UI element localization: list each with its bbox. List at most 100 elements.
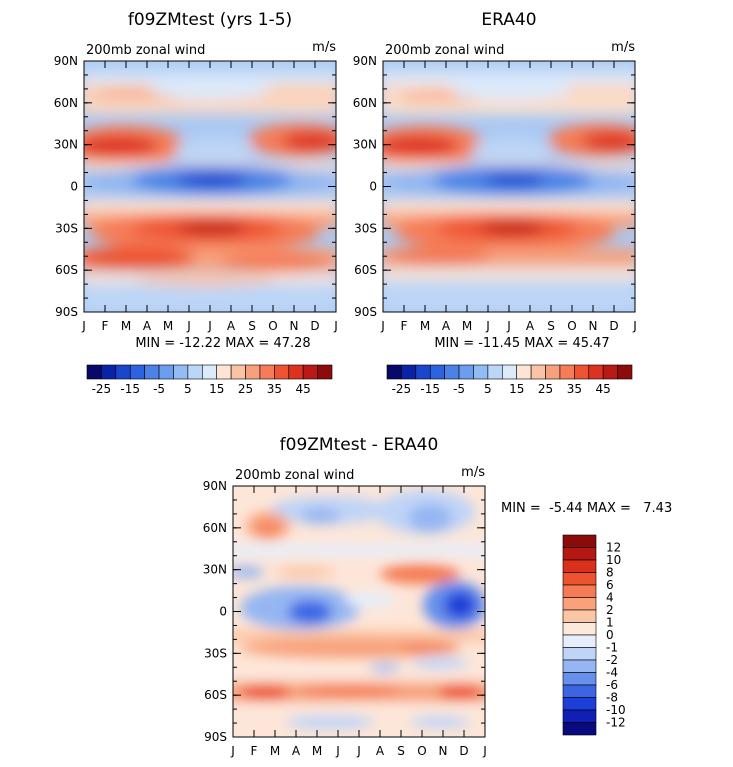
panel-units: m/s: [461, 465, 485, 480]
panel-title: ERA40: [481, 10, 536, 30]
x-tick-label: O: [268, 319, 277, 333]
colorbar-swatch: [562, 547, 597, 561]
x-tick-label: N: [290, 319, 299, 333]
panel-title: f09ZMtest - ERA40: [280, 435, 439, 455]
x-tick-label: O: [417, 744, 426, 758]
colorbar-swatch: [245, 364, 261, 380]
colorbar-swatch: [562, 709, 597, 723]
colorbar-swatch: [487, 364, 503, 380]
colorbar-swatch: [617, 364, 633, 380]
panel-title: f09ZMtest (yrs 1-5): [128, 10, 292, 30]
colorbar-label: 45: [296, 382, 311, 396]
colorbar-swatch: [562, 559, 597, 573]
colorbar-label: 5: [484, 382, 492, 396]
colorbar-swatch: [274, 364, 290, 380]
colorbar-swatch: [144, 364, 160, 380]
x-tick-label: A: [227, 319, 236, 333]
heatmap-field: [233, 486, 485, 737]
colorbar-swatch: [562, 684, 597, 698]
colorbar-label: -25: [92, 382, 112, 396]
colorbar-swatch: [562, 634, 597, 648]
x-tick-label: J: [356, 744, 361, 758]
y-tick-label: 30N: [353, 138, 377, 152]
x-tick-label: F: [401, 319, 408, 333]
x-tick-label: A: [143, 319, 152, 333]
panel-units: m/s: [312, 40, 336, 55]
x-tick-label: D: [459, 744, 468, 758]
colorbar-label: 35: [267, 382, 282, 396]
y-tick-label: 90N: [54, 54, 78, 68]
colorbar-swatch: [602, 364, 618, 380]
stats-label: MIN = -11.45 MAX = 45.47: [434, 336, 609, 351]
colorbar-label: -10: [606, 703, 626, 717]
y-tick-label: 0: [70, 180, 78, 194]
colorbar-label: 10: [606, 553, 621, 567]
colorbar-swatch: [458, 364, 474, 380]
colorbar-swatch: [562, 534, 597, 548]
colorbar-label: -5: [153, 382, 165, 396]
colorbar-label: 0: [606, 628, 614, 642]
colorbar-swatch: [473, 364, 489, 380]
colorbar-label: 35: [567, 382, 582, 396]
colorbar-swatch: [216, 364, 232, 380]
x-tick-label: J: [81, 319, 86, 333]
colorbar-label: 12: [606, 541, 621, 555]
panel-subtitle: 200mb zonal wind: [235, 468, 354, 483]
y-tick-label: 90S: [354, 305, 377, 319]
x-tick-label: J: [207, 319, 212, 333]
x-tick-label: J: [335, 744, 340, 758]
colorbar-swatch: [86, 364, 102, 380]
panel-units: m/s: [611, 40, 635, 55]
y-tick-label: 60S: [204, 688, 227, 702]
y-tick-label: 60S: [55, 263, 78, 277]
colorbar-swatch: [501, 364, 518, 380]
colorbar-label: 1: [606, 616, 614, 630]
y-tick-label: 90N: [203, 479, 227, 493]
x-tick-label: M: [163, 319, 173, 333]
x-tick-label: N: [589, 319, 598, 333]
x-tick-label: M: [462, 319, 472, 333]
x-tick-label: M: [312, 744, 322, 758]
x-tick-label: D: [609, 319, 618, 333]
colorbar-swatch: [230, 364, 246, 380]
heatmap-field: [383, 61, 635, 312]
colorbar-swatch: [588, 364, 604, 380]
x-tick-label: J: [333, 319, 338, 333]
y-tick-label: 60N: [353, 96, 377, 110]
colorbar-label: -6: [606, 678, 618, 692]
colorbar-label: -8: [606, 691, 618, 705]
colorbar-label: -12: [606, 716, 626, 730]
colorbar-label: -25: [392, 382, 412, 396]
x-tick-label: A: [526, 319, 535, 333]
colorbar-swatch: [173, 364, 189, 380]
colorbar-swatch: [429, 364, 445, 380]
colorbar-label: 5: [184, 382, 192, 396]
colorbar-label: 25: [238, 382, 253, 396]
y-tick-label: 90N: [353, 54, 377, 68]
colorbar-label: -2: [606, 653, 618, 667]
colorbar-swatch: [562, 622, 597, 636]
x-tick-label: N: [439, 744, 448, 758]
y-tick-label: 30S: [354, 221, 377, 235]
colorbar-label: -15: [420, 382, 440, 396]
colorbar-label: 4: [606, 591, 614, 605]
colorbar-swatch: [562, 722, 597, 736]
colorbar-label: -5: [453, 382, 465, 396]
colorbar-label: 45: [596, 382, 611, 396]
colorbar-swatch: [317, 364, 333, 380]
colorbar-swatch: [158, 364, 174, 380]
colorbar-label: -4: [606, 666, 618, 680]
colorbar-swatch: [129, 364, 145, 380]
stats-label: MIN = -5.44 MAX = 7.43: [501, 501, 672, 516]
colorbar-swatch: [562, 609, 597, 623]
colorbar-swatch: [401, 364, 417, 380]
colorbar-label: 15: [209, 382, 224, 396]
colorbar-swatch: [259, 364, 275, 380]
colorbar-swatch: [386, 364, 402, 380]
x-tick-label: M: [420, 319, 430, 333]
y-tick-label: 30S: [55, 221, 78, 235]
colorbar-swatch: [302, 364, 318, 380]
colorbar-swatch: [559, 364, 575, 380]
